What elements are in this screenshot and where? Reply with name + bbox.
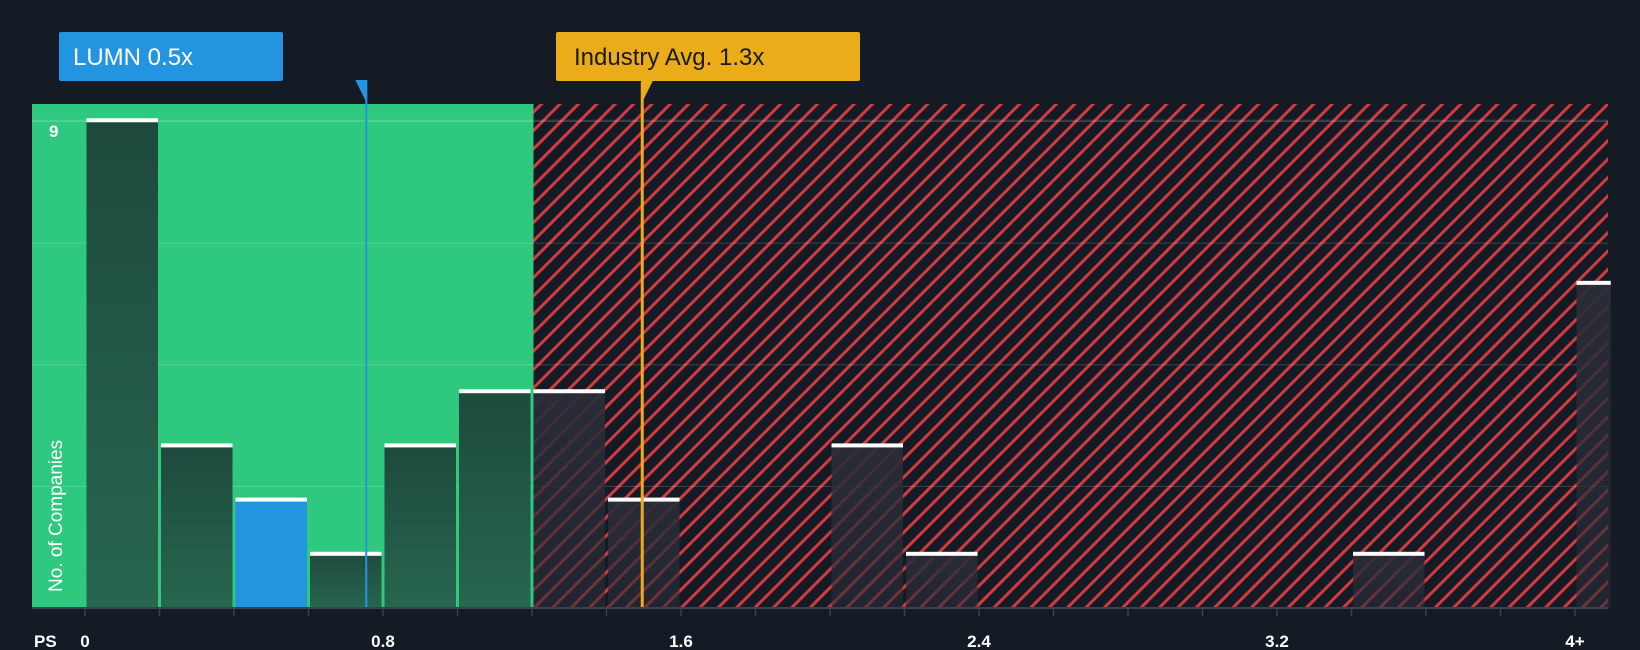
bar-cap-0 — [86, 118, 158, 123]
company-callout-pointer — [355, 80, 368, 104]
bar-3 — [310, 553, 382, 608]
industry-callout-box — [556, 32, 860, 81]
bar-11 — [1576, 282, 1611, 608]
x-axis: 0 0.8 1.6 2.4 3.2 4+ — [32, 607, 1608, 650]
x-tick-label-3.2: 3.2 — [1265, 632, 1289, 650]
bar-cap-5 — [459, 389, 531, 394]
histogram-bars — [86, 118, 1611, 609]
bar-8 — [831, 445, 903, 608]
bar-5 — [459, 391, 531, 608]
bar-cap-10 — [1353, 551, 1425, 556]
bar-0 — [86, 120, 158, 609]
bar-cap-9 — [906, 551, 978, 556]
bar-6 — [533, 391, 605, 608]
industry-callout-pointer — [641, 80, 654, 104]
bar-cap-8 — [831, 443, 903, 448]
y-tick-label-9: 9 — [49, 122, 58, 141]
y-axis-title: No. of Companies — [46, 440, 67, 592]
bar-cap-6 — [533, 389, 605, 394]
company-callout-box — [59, 32, 283, 81]
company-callout: LUMN 0.5x — [59, 32, 368, 104]
x-tick-label-4+: 4+ — [1565, 632, 1584, 650]
bar-2 — [235, 499, 307, 608]
x-axis-title: PS — [34, 632, 57, 650]
x-tick-label-1.6: 1.6 — [669, 632, 693, 650]
bar-cap-2 — [235, 497, 307, 502]
company-callout-label: LUMN 0.5x — [73, 44, 193, 71]
value-markers — [365, 82, 644, 608]
bar-9 — [906, 553, 978, 608]
industry-callout: Industry Avg. 1.3x — [556, 32, 860, 104]
bar-cap-1 — [161, 443, 233, 448]
x-tick-label-2.4: 2.4 — [967, 632, 991, 650]
bar-cap-3 — [310, 551, 382, 556]
bar-1 — [161, 445, 233, 608]
bar-cap-4 — [384, 443, 456, 448]
x-tick-label-0.8: 0.8 — [371, 632, 395, 650]
x-tick-label-0: 0 — [80, 632, 89, 650]
industry-callout-label: Industry Avg. 1.3x — [574, 44, 764, 71]
overvalued-zone — [533, 104, 1608, 608]
bar-4 — [384, 445, 456, 608]
bar-cap-11 — [1576, 280, 1611, 285]
gridlines — [32, 119, 1608, 487]
bar-10 — [1353, 553, 1425, 608]
